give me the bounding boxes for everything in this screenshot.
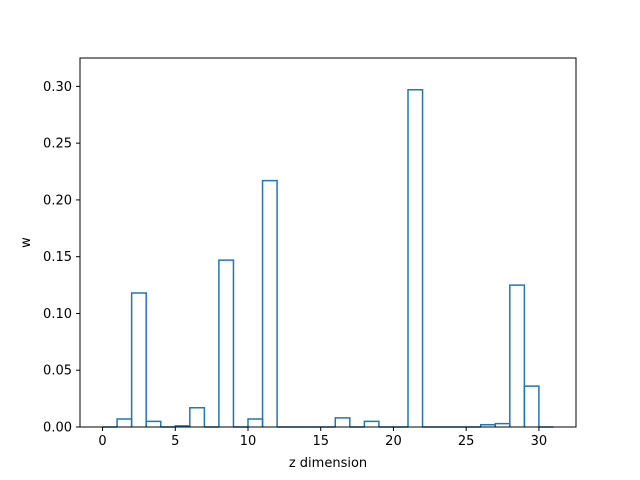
histogram-bar-21: [407, 89, 424, 427]
histogram-bar-8: [218, 259, 235, 427]
y-tick-label: 0.05: [43, 364, 72, 379]
histogram-bar-10: [247, 418, 264, 427]
histogram-bar-29: [523, 385, 540, 427]
y-axis-ticks: 0.00 0.05 0.10 0.15 0.20 0.25 0.30: [43, 80, 80, 436]
histogram-bar-6: [189, 406, 206, 427]
y-tick-label: 0.15: [43, 250, 72, 265]
x-tick-label: 10: [240, 434, 257, 449]
x-tick-label: 25: [458, 434, 475, 449]
x-tick-label: 5: [171, 434, 179, 449]
histogram-bar-28: [509, 284, 526, 427]
x-axis-label: z dimension: [289, 456, 367, 471]
histogram-bar-1: [116, 418, 133, 427]
y-tick-label: 0.25: [43, 137, 72, 152]
y-axis-label: w: [19, 237, 34, 248]
y-tick-label: 0.20: [43, 193, 72, 208]
histogram-bar-3: [145, 420, 162, 427]
bars-layer: [102, 89, 554, 428]
histogram-bar-11: [261, 179, 278, 427]
y-tick-label: 0.30: [43, 80, 72, 95]
histogram-bar-16: [334, 417, 351, 427]
x-tick-label: 15: [312, 434, 329, 449]
plot-area-frame: [79, 57, 577, 428]
x-tick-label: 30: [531, 434, 548, 449]
x-axis-ticks: 0 5 10 15 20 25 30: [98, 427, 547, 449]
histogram-bar-18: [363, 420, 380, 427]
y-tick-label: 0.00: [43, 421, 72, 436]
x-tick-label: 20: [385, 434, 402, 449]
histogram-bar-27: [494, 422, 511, 427]
x-tick-label: 0: [98, 434, 106, 449]
y-tick-label: 0.10: [43, 307, 72, 322]
histogram-bar-2: [130, 292, 147, 427]
